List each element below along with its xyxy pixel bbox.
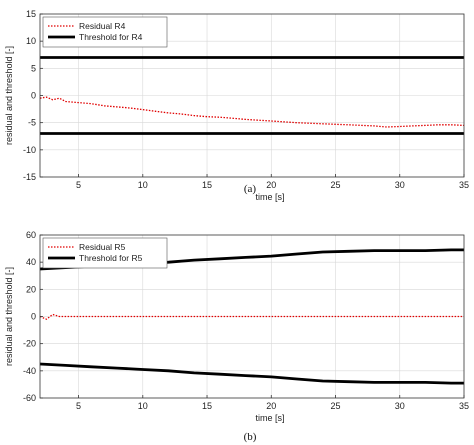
- series-lower-threshold: [39, 362, 464, 385]
- y-tick-label: -60: [23, 393, 36, 403]
- x-tick-label: 20: [266, 180, 276, 190]
- y-axis-label: residual and threshold [-]: [4, 267, 14, 366]
- y-tick-label: -15: [23, 172, 36, 182]
- y-tick-label: 0: [31, 312, 36, 322]
- y-tick-label: -20: [23, 339, 36, 349]
- x-tick-label: 5: [76, 180, 81, 190]
- y-tick-label: -10: [23, 145, 36, 155]
- y-tick-label: 40: [26, 257, 36, 267]
- x-tick-label: 30: [395, 401, 405, 411]
- legend-box: [42, 16, 168, 48]
- figure-caption: (b): [244, 431, 257, 443]
- x-tick-label: 15: [202, 180, 212, 190]
- y-tick-label: -40: [23, 366, 36, 376]
- y-tick-label: 0: [31, 91, 36, 101]
- x-tick-label: 35: [459, 180, 469, 190]
- y-tick-label: 20: [26, 284, 36, 294]
- legend-entry: Threshold for R4: [79, 32, 143, 42]
- x-tick-label: 25: [331, 401, 341, 411]
- x-tick-label: 15: [202, 401, 212, 411]
- y-tick-label: 15: [26, 9, 36, 19]
- series-residual-r4: [39, 96, 465, 128]
- series-residual-r5: [39, 313, 464, 320]
- x-tick-label: 30: [395, 180, 405, 190]
- y-tick-label: 10: [26, 36, 36, 46]
- legend-entry: Threshold for R5: [79, 253, 143, 263]
- y-tick-label: -5: [28, 118, 36, 128]
- chart-panel-1: 5 10 15 20 25 30 35 15 10 5 0 -5 -10 -15 time [s] resid…: [4, 9, 469, 202]
- x-axis-label: time [s]: [255, 192, 284, 202]
- x-tick-label: 5: [76, 401, 81, 411]
- y-tick-label: 60: [26, 230, 36, 240]
- x-tick-label: 20: [266, 401, 276, 411]
- figure-caption: (a): [244, 183, 257, 195]
- x-tick-label: 10: [138, 180, 148, 190]
- y-tick-label: 5: [31, 63, 36, 73]
- legend-entry: Residual R4: [79, 21, 126, 31]
- x-axis-label: time [s]: [255, 413, 284, 423]
- chart-panel-2: 5 10 15 20 25 30 35 60 40 20 0 -20 -40 -60 time [s] res…: [4, 230, 469, 443]
- legend-entry: Residual R5: [79, 242, 126, 252]
- legend-box: [42, 237, 168, 269]
- x-tick-label: 10: [138, 401, 148, 411]
- x-tick-label: 25: [331, 180, 341, 190]
- y-axis-label: residual and threshold [-]: [4, 46, 14, 145]
- x-tick-label: 35: [459, 401, 469, 411]
